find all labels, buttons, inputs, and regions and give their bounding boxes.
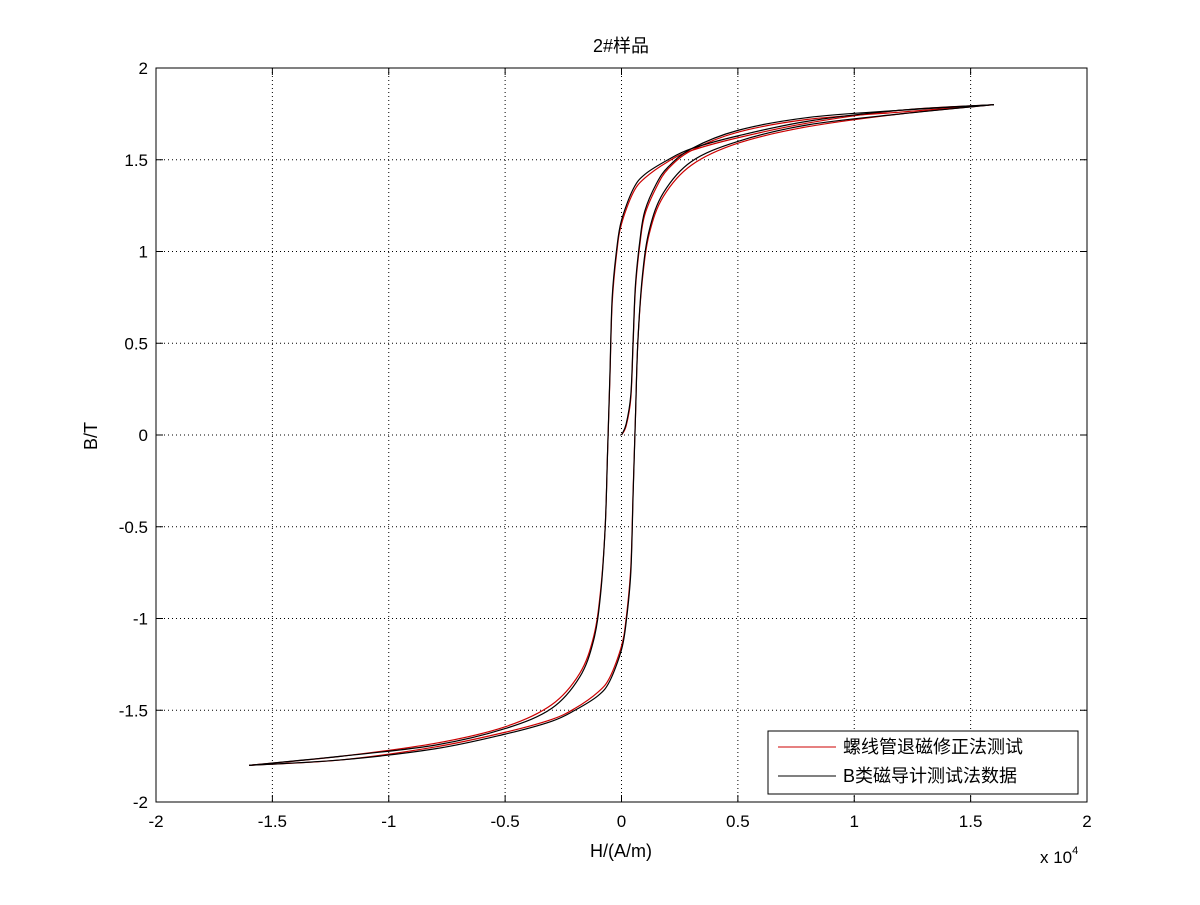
y-tick-label: 0.5 [124, 334, 148, 353]
series-1-descending-curve [249, 104, 994, 766]
y-tick-label: 1 [139, 243, 148, 262]
x-tick-label: -1 [381, 812, 396, 831]
legend: 螺线管退磁修正法测试 B类磁导计测试法数据 [767, 730, 1079, 795]
x-tick-label: -2 [148, 812, 163, 831]
x-tick-label: -1.5 [258, 812, 287, 831]
x-tick-label: -0.5 [490, 812, 519, 831]
x-axis-multiplier-exponent: 4 [1072, 845, 1078, 857]
ticks [155, 67, 1088, 803]
x-tick-labels: -2 -1.5 -1 -0.5 0 0.5 1 1.5 2 [148, 812, 1091, 831]
series-1 [249, 104, 994, 766]
legend-entry-1: B类磁导计测试法数据 [843, 766, 1017, 786]
x-axis-multiplier-base: x 10 [1040, 848, 1072, 867]
x-tick-label: 0.5 [726, 812, 750, 831]
y-tick-label: -0.5 [119, 518, 148, 537]
y-tick-labels: -2 -1.5 -1 -0.5 0 0.5 1 1.5 2 [119, 59, 148, 812]
y-tick-label: -1.5 [119, 701, 148, 720]
x-tick-label: 2 [1082, 812, 1091, 831]
chart-title: 2#样品 [593, 36, 649, 56]
series-layer [249, 104, 994, 766]
series-1-initial-curve [620, 104, 994, 436]
x-tick-label: 1 [850, 812, 859, 831]
series-1-ascending-curve [249, 104, 994, 766]
y-tick-label: 2 [139, 59, 148, 78]
y-tick-label: -2 [133, 793, 148, 812]
x-tick-label: 0 [617, 812, 626, 831]
x-tick-label: 1.5 [959, 812, 983, 831]
y-tick-label: 0 [139, 426, 148, 445]
legend-box [767, 730, 1079, 795]
y-tick-label: 1.5 [124, 151, 148, 170]
y-axis-label: B/T [81, 422, 101, 450]
legend-entry-0: 螺线管退磁修正法测试 [843, 737, 1023, 757]
y-tick-label: -1 [133, 610, 148, 629]
x-axis-label: H/(A/m) [590, 841, 652, 861]
x-axis-multiplier: x 104 [1040, 845, 1078, 867]
